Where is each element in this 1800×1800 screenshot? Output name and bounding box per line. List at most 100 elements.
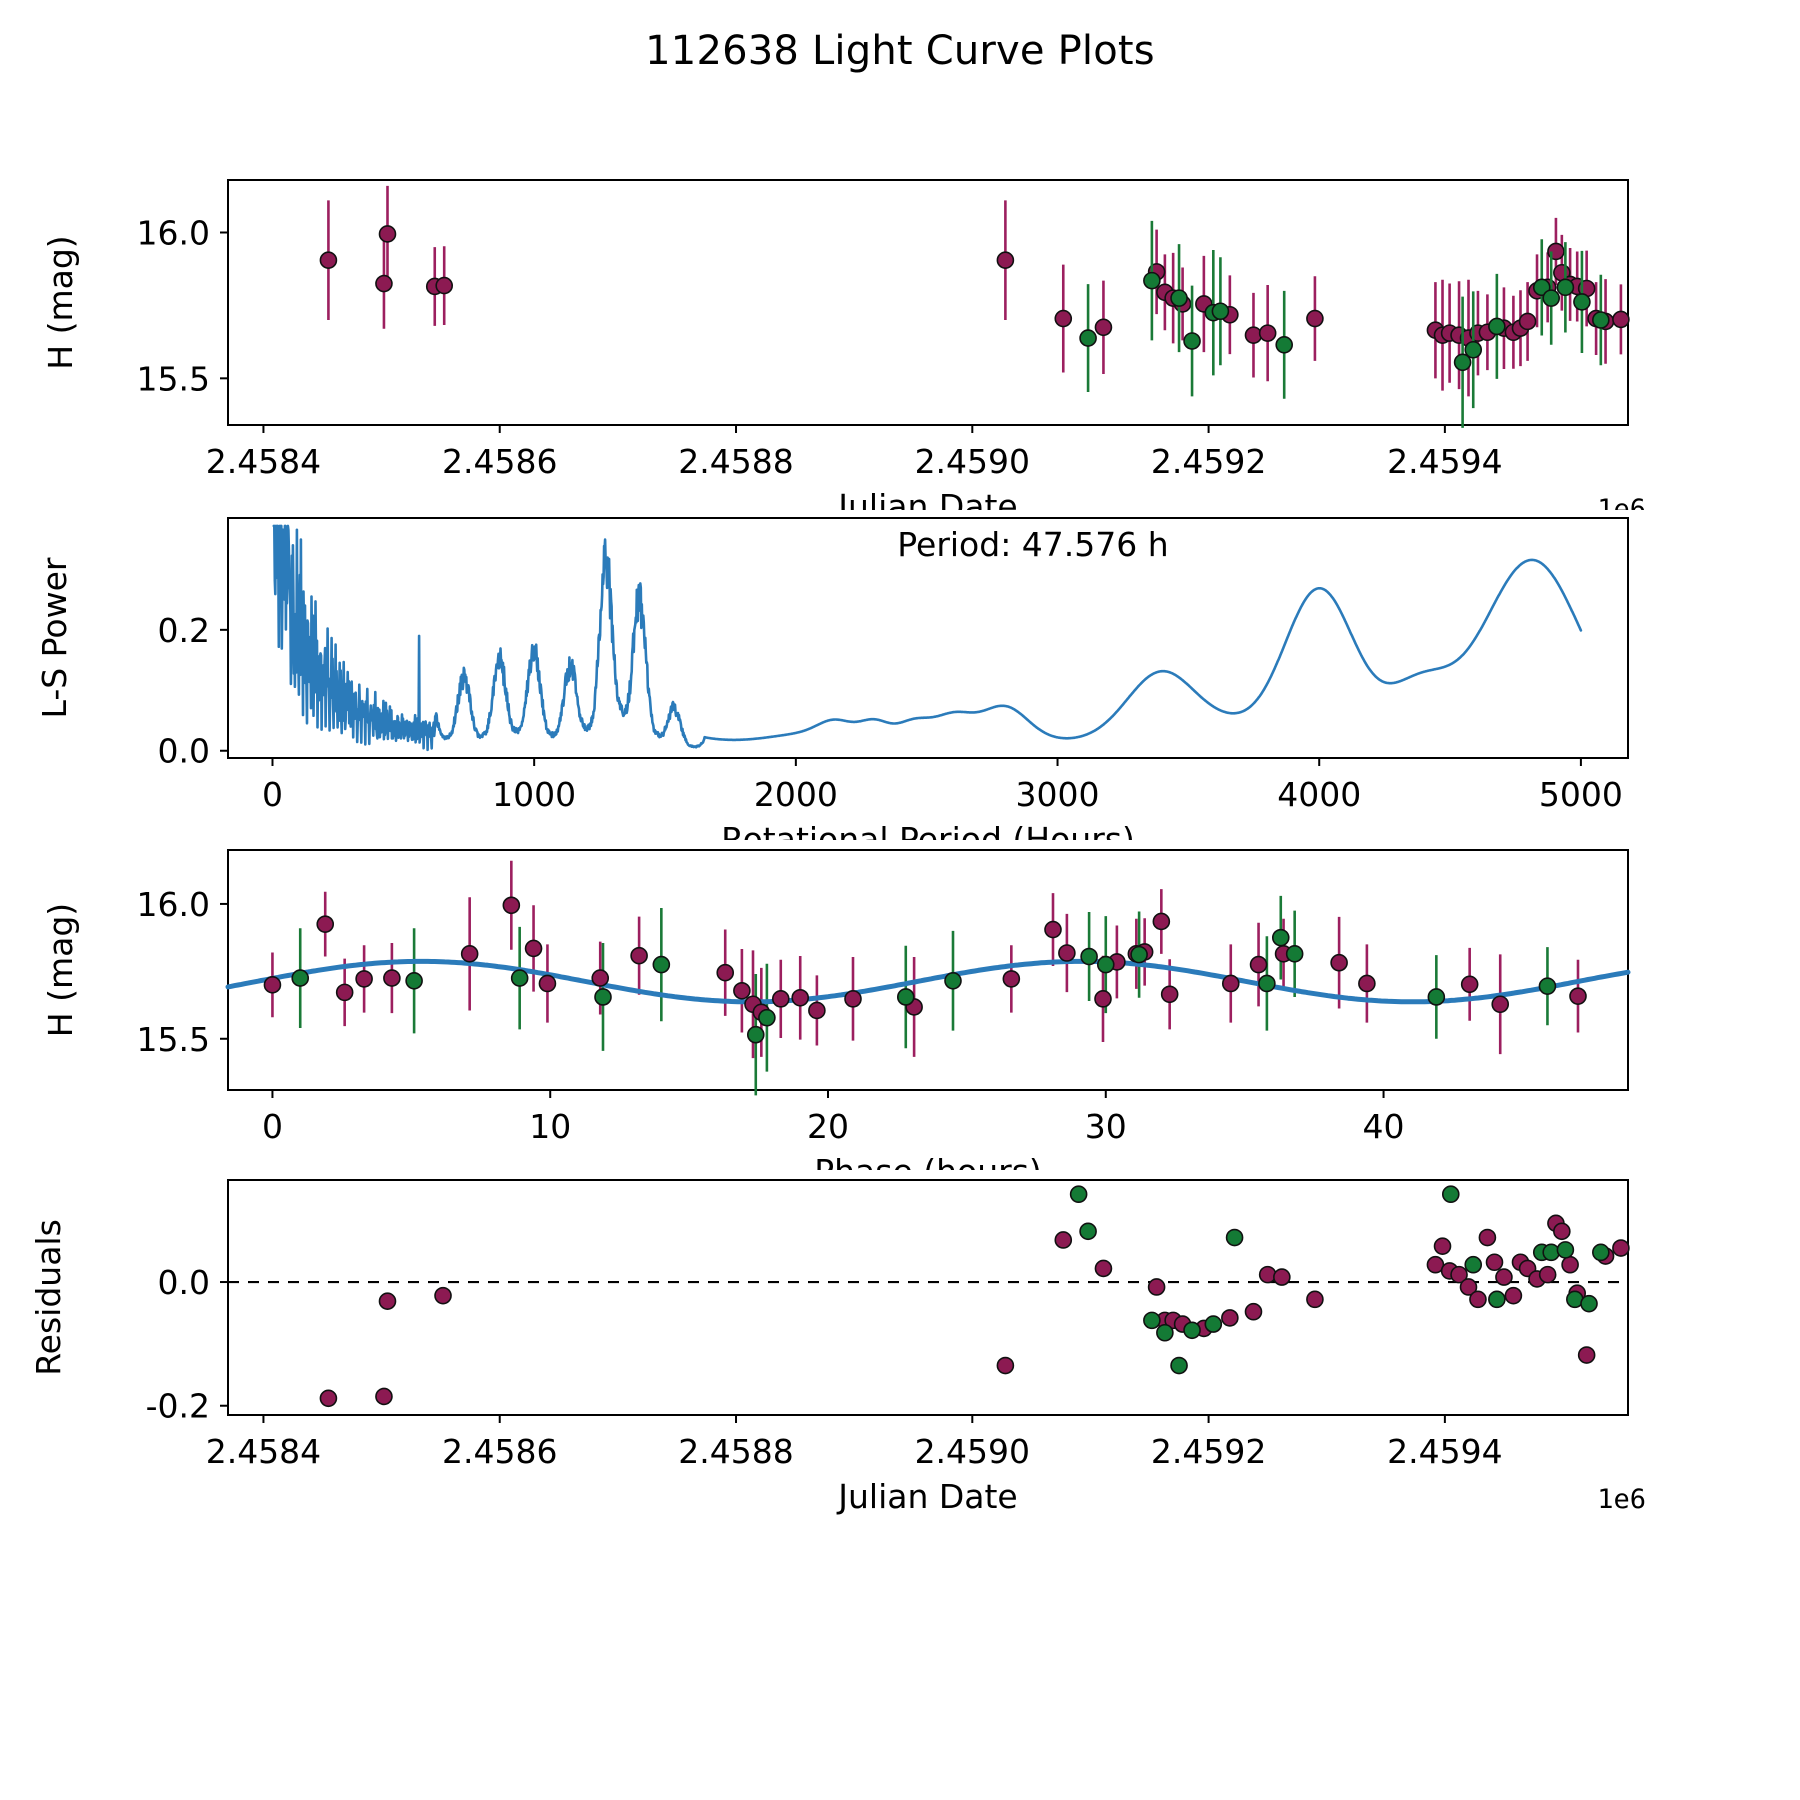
data-point [1044, 920, 1062, 939]
residual-point [1488, 1290, 1506, 1309]
data-point [1573, 293, 1591, 311]
data-point [335, 983, 354, 1002]
panel-phase-folded: 0 10 20 30 40 15.5 16.0 Phase (hours) H (mag) [0, 830, 1800, 1170]
data-point [1080, 947, 1098, 966]
residual-point [1143, 1311, 1161, 1330]
data-point [1258, 324, 1277, 342]
x-exponent-label: 1e6 [1597, 1484, 1646, 1515]
data-point [733, 981, 751, 1000]
residual-point [996, 1356, 1015, 1375]
x-tick-label: 4000 [1277, 775, 1361, 814]
data-point [524, 939, 543, 958]
x-exponent-label: 1e6 [1597, 494, 1646, 510]
data-point [1460, 975, 1479, 994]
x-tick-label: 1000 [492, 775, 576, 814]
data-point [758, 1008, 776, 1027]
data-point [378, 225, 397, 243]
residual-point [1225, 1228, 1244, 1247]
plot-frame [227, 517, 1629, 759]
data-point [1211, 302, 1230, 321]
data-point [1058, 944, 1076, 962]
data-point [1518, 312, 1537, 331]
data-point [355, 970, 373, 988]
y-axis-label: H (mag) [41, 903, 80, 1037]
series-green-band [1079, 220, 1610, 428]
residual-point [1147, 1278, 1166, 1296]
residual-point [1054, 1231, 1073, 1249]
data-point [1271, 928, 1290, 947]
data-point [591, 969, 610, 987]
data-point [1002, 970, 1021, 988]
y-axis-label: H (mag) [41, 235, 80, 369]
data-point [1538, 977, 1557, 995]
data-point [896, 988, 915, 1006]
residual-point [1433, 1237, 1452, 1255]
x-tick-label: 2.4588 [678, 1432, 793, 1471]
data-point [1249, 955, 1268, 974]
residual-point [375, 1387, 393, 1406]
residual-point [1561, 1255, 1579, 1274]
residual-point [1580, 1294, 1598, 1313]
sinusoid-fit-curve [225, 958, 1631, 1005]
residual-point [1538, 1265, 1557, 1284]
data-point [844, 990, 862, 1008]
residuals-svg: 2.4584 2.4586 2.4588 2.4590 2.4592 2.4594 -0.2… [29, 1179, 1646, 1516]
x-tick-label: 3000 [1016, 775, 1100, 814]
residual-point [1450, 1265, 1468, 1284]
residual-point [1441, 1185, 1460, 1204]
data-point [996, 251, 1015, 270]
data-point [1094, 318, 1113, 337]
panel-periodogram: 0 1000 2000 3000 4000 5000 0.0 0.2 Rotational Pe… [0, 500, 1800, 840]
residual-point [1485, 1253, 1504, 1272]
data-point [375, 274, 393, 293]
data-point [1285, 945, 1304, 963]
data-point [1221, 974, 1240, 993]
data-point [594, 988, 612, 1006]
data-point [1542, 289, 1561, 307]
residual-point [1553, 1222, 1571, 1241]
x-tick-label: 0 [262, 775, 283, 814]
data-point [808, 1001, 826, 1020]
data-point [502, 896, 521, 915]
data-point [1306, 309, 1324, 328]
data-point [1464, 340, 1483, 359]
data-point [944, 971, 962, 990]
residual-point [1504, 1286, 1523, 1305]
x-tick-label: 2.4584 [206, 1432, 321, 1471]
y-tick-label: 0.0 [158, 1263, 210, 1302]
residual-point [434, 1286, 452, 1305]
series-green-band [1069, 1185, 1610, 1375]
period-annotation: Period: 47.576 h [897, 525, 1168, 564]
x-axis-label: Phase (hours) [814, 1152, 1042, 1170]
data-point [1258, 974, 1276, 993]
residual-point [1306, 1290, 1324, 1309]
residual-point [1464, 1255, 1483, 1274]
data-point [1427, 988, 1446, 1006]
residual-point [319, 1389, 338, 1408]
panel-lightcurve: 2.4584 2.4586 2.4588 2.4590 2.4592 2.4594 15.5… [0, 150, 1800, 510]
phase-folded-svg: 0 10 20 30 40 15.5 16.0 Phase (hours) H (mag) [41, 849, 1631, 1170]
figure-title: 112638 Light Curve Plots [645, 28, 1155, 74]
residual-point [1469, 1290, 1487, 1309]
residual-point [1478, 1228, 1497, 1247]
data-point [716, 963, 735, 982]
x-tick-label: 2.4584 [206, 442, 321, 481]
data-point [1160, 985, 1179, 1004]
data-point [1592, 311, 1610, 329]
y-axis-label: Residuals [29, 1219, 68, 1376]
y-tick-label: 16.0 [137, 214, 210, 253]
data-point [538, 974, 557, 993]
residual-point [1221, 1309, 1239, 1327]
data-point [263, 976, 282, 994]
series-purple-band [319, 1214, 1630, 1408]
residual-point [1156, 1323, 1174, 1342]
y-tick-label: 0.2 [158, 611, 210, 650]
data-point [1094, 990, 1112, 1008]
data-point [771, 990, 790, 1008]
residual-point [1094, 1259, 1113, 1278]
residual-point [1495, 1268, 1513, 1286]
data-point [1170, 289, 1188, 307]
data-point [1491, 995, 1510, 1014]
data-point [291, 969, 310, 987]
lightcurve-svg: 2.4584 2.4586 2.4588 2.4590 2.4592 2.4594 15.5… [41, 179, 1646, 510]
